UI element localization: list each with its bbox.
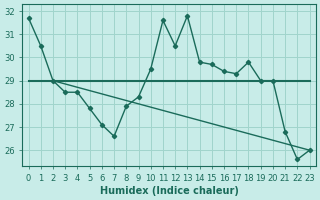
X-axis label: Humidex (Indice chaleur): Humidex (Indice chaleur) [100,186,238,196]
